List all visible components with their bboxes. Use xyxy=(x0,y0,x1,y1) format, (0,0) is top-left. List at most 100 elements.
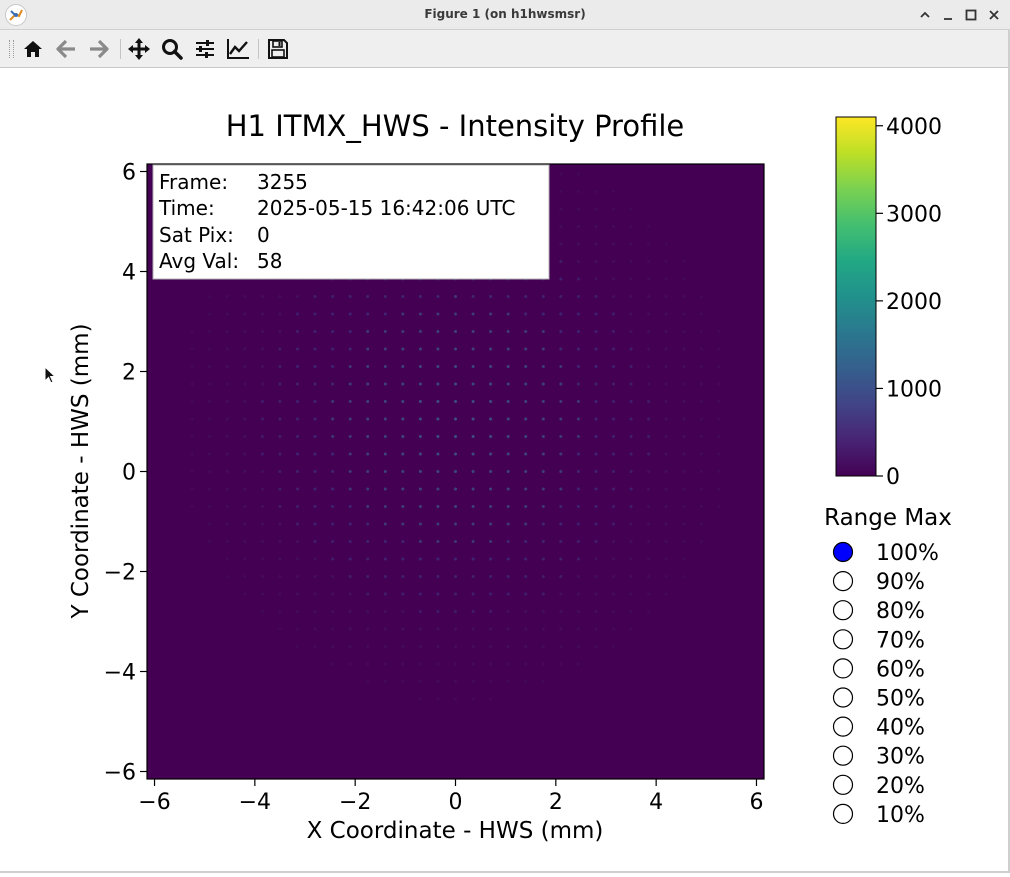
radio-button[interactable] xyxy=(832,600,854,621)
intensity-spot xyxy=(682,312,686,316)
save-button[interactable] xyxy=(264,35,292,63)
intensity-spot xyxy=(506,330,510,333)
radio-button[interactable] xyxy=(832,629,854,650)
intensity-spot xyxy=(489,312,493,316)
radio-button[interactable] xyxy=(832,570,854,592)
intensity-spot xyxy=(454,610,457,613)
intensity-spot xyxy=(243,522,247,526)
range-max-option[interactable]: 30% xyxy=(832,745,925,770)
window-shade-button[interactable] xyxy=(916,6,934,24)
intensity-spot xyxy=(559,452,563,456)
range-max-option[interactable]: 50% xyxy=(832,687,925,712)
range-max-option[interactable]: 60% xyxy=(832,657,925,682)
maximize-icon xyxy=(965,9,977,21)
back-button[interactable] xyxy=(52,35,80,63)
intensity-spot xyxy=(559,645,563,648)
intensity-spot xyxy=(366,557,370,561)
range-max-option[interactable]: 40% xyxy=(832,716,925,741)
range-max-option[interactable]: 10% xyxy=(832,803,925,828)
intensity-spot xyxy=(664,435,668,438)
radio-button[interactable] xyxy=(832,687,854,708)
intensity-spot xyxy=(524,452,528,456)
intensity-spot xyxy=(331,522,335,526)
intensity-spot xyxy=(524,592,528,596)
configure-subplots-button[interactable] xyxy=(191,35,219,63)
intensity-spot xyxy=(489,592,493,596)
intensity-spot xyxy=(542,155,545,158)
intensity-spot xyxy=(629,435,633,438)
edit-axis-button[interactable] xyxy=(224,35,252,63)
intensity-spot xyxy=(699,312,703,316)
window-maximize-button[interactable] xyxy=(962,6,980,24)
radio-button[interactable] xyxy=(832,774,854,795)
figure-canvas[interactable]: H1 ITMX_HWS - Intensity Profile −6 −4 −2 0 2… xyxy=(0,68,1010,873)
intensity-spot xyxy=(313,330,317,333)
intensity-spot xyxy=(489,540,493,543)
intensity-spot xyxy=(436,400,440,403)
forward-button[interactable] xyxy=(85,35,113,63)
intensity-spot xyxy=(331,627,335,631)
intensity-spot xyxy=(348,400,352,403)
range-max-option[interactable]: 100% xyxy=(832,541,939,566)
intensity-spot xyxy=(436,697,440,701)
intensity-spot xyxy=(366,295,370,298)
range-max-option[interactable]: 80% xyxy=(832,599,925,624)
app-icon[interactable] xyxy=(5,4,27,26)
range-max-option[interactable]: 90% xyxy=(832,570,925,595)
intensity-spot xyxy=(664,242,668,246)
range-max-option[interactable]: 70% xyxy=(832,628,925,653)
intensity-spot xyxy=(647,382,651,386)
intensity-spot xyxy=(647,470,651,473)
intensity-spot xyxy=(454,417,457,421)
intensity-spot xyxy=(243,382,247,386)
radio-button[interactable] xyxy=(832,716,854,737)
intensity-spot xyxy=(471,697,475,701)
intensity-spot xyxy=(489,645,493,648)
intensity-spot xyxy=(243,592,247,596)
intensity-spot xyxy=(331,592,335,596)
intensity-spot xyxy=(559,225,563,228)
intensity-spot xyxy=(489,680,493,683)
intensity-spot xyxy=(278,540,282,543)
radio-button[interactable] xyxy=(832,803,854,825)
intensity-spot xyxy=(260,557,264,561)
intensity-spot xyxy=(524,312,528,316)
intensity-spot xyxy=(524,522,528,526)
range-max-radio-group[interactable]: Range Max 100% 90% 80% 70% 60% 50% 40% 30% 20% 10… xyxy=(824,505,952,828)
intensity-spot xyxy=(647,365,651,368)
intensity-spot xyxy=(366,347,370,351)
intensity-spot xyxy=(454,505,457,508)
intensity-spot xyxy=(260,382,264,386)
intensity-spot xyxy=(664,505,668,508)
zoom-button[interactable] xyxy=(158,35,186,63)
radio-button[interactable] xyxy=(832,745,854,766)
intensity-spot xyxy=(541,312,545,316)
intensity-spot xyxy=(541,470,545,473)
intensity-spot xyxy=(682,470,686,473)
intensity-spot xyxy=(260,435,264,438)
intensity-spot xyxy=(418,557,422,561)
intensity-spot xyxy=(471,645,475,648)
intensity-spot xyxy=(612,452,615,456)
intensity-spot xyxy=(348,470,352,473)
home-button[interactable] xyxy=(19,35,47,63)
intensity-spot xyxy=(489,435,493,438)
range-max-option[interactable]: 20% xyxy=(832,774,925,799)
window-minimize-button[interactable] xyxy=(939,6,957,24)
intensity-spot xyxy=(594,225,598,228)
intensity-spot xyxy=(313,365,317,368)
intensity-spot xyxy=(682,295,686,298)
window-close-button[interactable] xyxy=(985,6,1003,24)
intensity-spot xyxy=(436,505,440,508)
radio-button[interactable] xyxy=(832,658,854,679)
pan-button[interactable] xyxy=(125,35,153,63)
intensity-spot xyxy=(682,400,686,403)
intensity-spot xyxy=(647,557,651,561)
radio-button[interactable] xyxy=(832,541,854,563)
intensity-chart[interactable]: H1 ITMX_HWS - Intensity Profile −6 −4 −2 0 2… xyxy=(0,68,1010,873)
toolbar-grip[interactable] xyxy=(9,40,14,58)
intensity-spot xyxy=(489,505,493,508)
intensity-spot xyxy=(296,522,299,526)
intensity-spot xyxy=(682,417,686,421)
intensity-spot xyxy=(225,417,229,421)
